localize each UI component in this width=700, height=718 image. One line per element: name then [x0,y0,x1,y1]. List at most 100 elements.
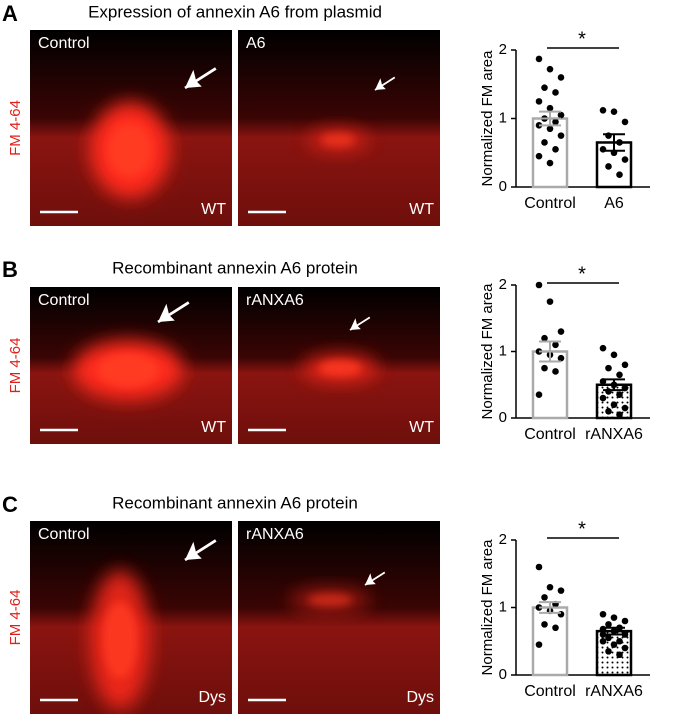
arrow-head [365,573,376,585]
arrow-head [185,69,202,88]
data-point [552,146,559,153]
data-point [605,621,612,628]
fluorescence-core [321,133,355,147]
y-tick-label: 1 [499,598,507,615]
data-point [616,371,623,379]
image-content [30,287,232,444]
image-tag: WT [201,419,226,436]
data-point [535,152,543,160]
bar [595,629,633,677]
error-bar [539,110,561,127]
data-point [616,411,623,418]
panel-letter: B [2,257,18,282]
micrograph [30,287,232,444]
y-tick-label: 1 [499,109,507,126]
data-point [557,354,565,362]
bar [531,350,569,420]
y-tick-label: 2 [499,276,507,293]
panel-letter: C [2,492,18,517]
data-point [557,328,565,335]
data-point [552,118,559,126]
data-point [552,368,559,375]
micrograph [30,30,232,226]
data-point [535,55,543,63]
arrow-head [375,78,386,90]
micrograph [238,521,440,714]
data-point [546,104,554,112]
data-point [605,364,612,372]
panel-heading: Expression of annexin A6 from plasmid [88,2,382,21]
image-label: Control [38,292,90,309]
data-point [535,391,543,399]
data-point [552,89,559,96]
data-point [535,641,543,648]
y-tick-label: 2 [499,41,507,58]
error-bar [539,601,561,614]
arrow-head [158,303,175,322]
data-point [546,298,554,305]
image-label: rANXA6 [246,526,304,543]
data-point [541,84,548,91]
image-label: Control [38,526,90,543]
data-point [605,408,612,415]
data-point [541,364,548,372]
data-point [535,98,543,105]
data-point [541,594,548,601]
data-point [599,637,607,645]
image-tag: Dys [406,689,434,706]
x-tick-label: Control [524,195,576,212]
data-point [610,108,618,115]
bar [531,606,569,677]
image-content [30,30,232,226]
stain-label: FM 4-64 [7,590,24,646]
data-point [621,404,629,412]
data-point [599,610,607,618]
data-point [546,159,554,167]
image-bg [238,30,440,226]
data-point [557,132,565,139]
data-point [605,648,612,655]
data-point [610,351,618,359]
data-point [546,583,554,591]
data-point [616,651,623,659]
data-point [541,621,548,628]
x-tick-label: rANXA6 [585,426,643,443]
stain-label: FM 4-64 [7,100,24,156]
data-point [546,125,554,133]
error-bar [539,340,561,363]
micrograph [30,521,232,714]
x-tick-label: Control [524,683,576,700]
image-content [30,521,232,714]
x-tick-label: A6 [604,195,624,212]
error-bar [603,626,625,636]
significance-mark: * [578,263,586,285]
image-tag: WT [201,201,226,218]
image-content [238,287,440,444]
fluorescence-core [103,601,137,679]
data-point [557,74,565,81]
data-point [610,641,618,648]
image-bg [238,521,440,714]
stain-label: FM 4-64 [7,338,24,394]
data-point [546,65,554,73]
y-axis-label: Normalized FM area [479,283,496,420]
data-point [605,163,612,170]
image-tag: WT [409,201,434,218]
panel-heading: Recombinant annexin A6 protein [112,493,358,512]
data-point [621,617,629,625]
data-point [605,634,612,642]
data-point [621,156,629,163]
x-tick-label: Control [524,426,576,443]
data-point [557,587,565,594]
micrograph [238,287,440,444]
arrow-head [350,318,361,330]
data-point [541,334,548,342]
y-axis-label: Normalized FM area [479,50,496,187]
data-point [621,118,629,126]
data-point [599,106,607,114]
y-tick-label: 0 [499,178,507,195]
data-point [599,394,607,402]
fluorescence-core [108,123,152,177]
image-label: A6 [246,35,266,52]
